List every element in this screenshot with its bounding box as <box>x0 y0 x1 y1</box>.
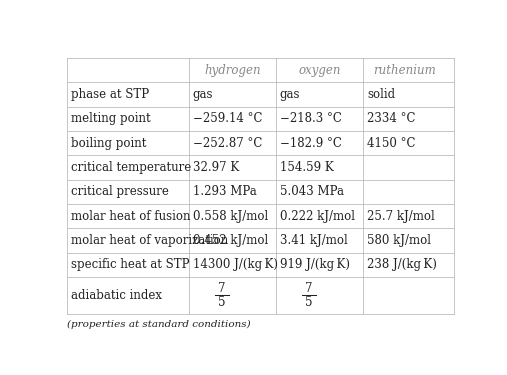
Text: −259.14 °C: −259.14 °C <box>193 112 262 125</box>
Text: critical temperature: critical temperature <box>71 161 192 174</box>
Text: specific heat at STP: specific heat at STP <box>71 258 190 272</box>
Text: hydrogen: hydrogen <box>204 64 261 76</box>
Text: 0.222 kJ/mol: 0.222 kJ/mol <box>280 210 355 223</box>
Text: 5: 5 <box>305 296 313 309</box>
Text: 5.043 MPa: 5.043 MPa <box>280 185 344 198</box>
Text: 919 J/(kg K): 919 J/(kg K) <box>280 258 350 272</box>
Text: phase at STP: phase at STP <box>71 88 150 101</box>
Text: 4150 °C: 4150 °C <box>367 136 416 150</box>
Text: molar heat of vaporization: molar heat of vaporization <box>71 234 229 247</box>
Text: −218.3 °C: −218.3 °C <box>280 112 342 125</box>
Text: 7: 7 <box>305 282 313 296</box>
Text: solid: solid <box>367 88 395 101</box>
Text: gas: gas <box>193 88 213 101</box>
Text: gas: gas <box>280 88 300 101</box>
Text: 0.452 kJ/mol: 0.452 kJ/mol <box>193 234 268 247</box>
Text: molar heat of fusion: molar heat of fusion <box>71 210 191 223</box>
Text: 25.7 kJ/mol: 25.7 kJ/mol <box>367 210 435 223</box>
Text: 14300 J/(kg K): 14300 J/(kg K) <box>193 258 278 272</box>
Text: 580 kJ/mol: 580 kJ/mol <box>367 234 431 247</box>
Text: −182.9 °C: −182.9 °C <box>280 136 342 150</box>
Text: 3.41 kJ/mol: 3.41 kJ/mol <box>280 234 348 247</box>
Text: oxygen: oxygen <box>298 64 341 76</box>
Text: critical pressure: critical pressure <box>71 185 169 198</box>
Text: 7: 7 <box>218 282 226 296</box>
Text: 154.59 K: 154.59 K <box>280 161 334 174</box>
Text: (properties at standard conditions): (properties at standard conditions) <box>66 320 250 328</box>
Text: adiabatic index: adiabatic index <box>71 289 162 302</box>
Text: 1.293 MPa: 1.293 MPa <box>193 185 257 198</box>
Text: boiling point: boiling point <box>71 136 147 150</box>
Text: ruthenium: ruthenium <box>374 64 436 76</box>
Text: −252.87 °C: −252.87 °C <box>193 136 262 150</box>
Text: 5: 5 <box>218 296 226 309</box>
Text: 32.97 K: 32.97 K <box>193 161 239 174</box>
Text: melting point: melting point <box>71 112 151 125</box>
Text: 238 J/(kg K): 238 J/(kg K) <box>367 258 437 272</box>
Text: 0.558 kJ/mol: 0.558 kJ/mol <box>193 210 268 223</box>
Text: 2334 °C: 2334 °C <box>367 112 416 125</box>
